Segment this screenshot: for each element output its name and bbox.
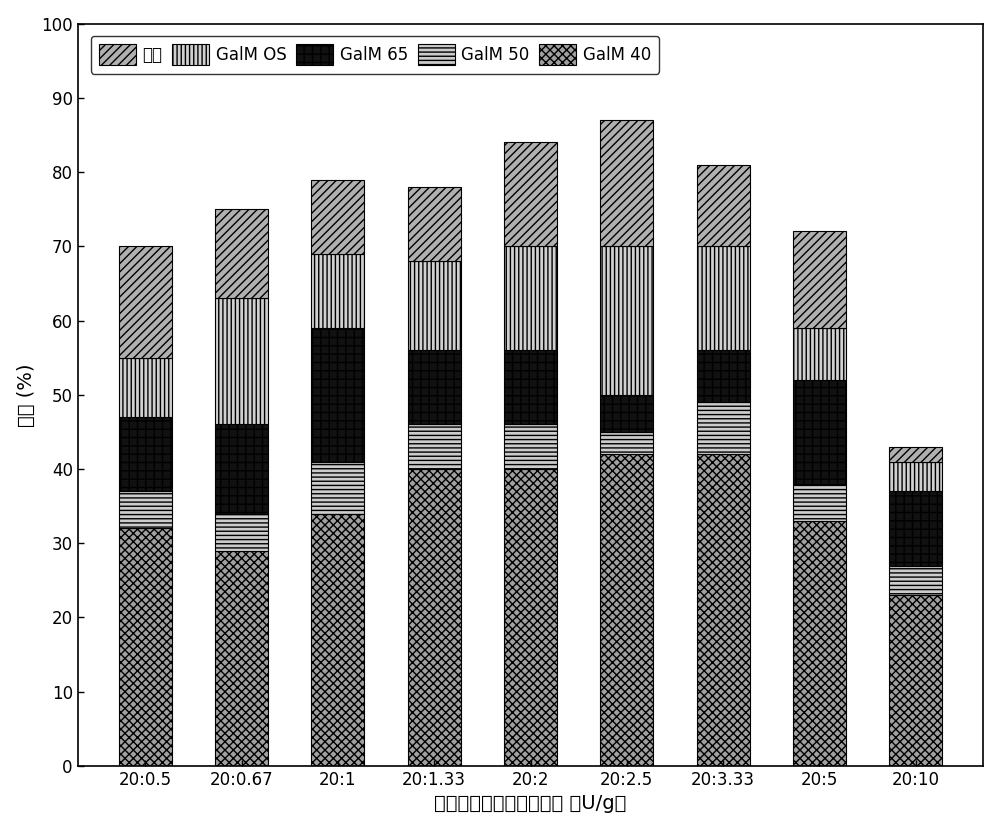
Bar — [697, 164, 750, 247]
Y-axis label: 得率 (%): 得率 (%) — [17, 363, 36, 427]
Bar — [311, 514, 364, 766]
Bar — [793, 484, 846, 521]
Bar — [119, 358, 172, 417]
Bar — [889, 491, 942, 565]
Bar — [793, 380, 846, 484]
Bar — [504, 469, 557, 766]
Bar — [215, 298, 268, 424]
Bar — [408, 424, 461, 469]
Bar — [119, 491, 172, 529]
Bar — [600, 247, 653, 395]
Bar — [793, 232, 846, 328]
Bar — [311, 179, 364, 254]
X-axis label: 甘露聚糖酶：半乳糖苷酵 （U/g）: 甘露聚糖酶：半乳糖苷酵 （U/g） — [434, 794, 627, 813]
Bar — [119, 529, 172, 766]
Bar — [215, 550, 268, 766]
Bar — [311, 461, 364, 514]
Bar — [408, 187, 461, 261]
Bar — [600, 432, 653, 454]
Legend: 单糖, GalM OS, GalM 65, GalM 50, GalM 40: 单糖, GalM OS, GalM 65, GalM 50, GalM 40 — [91, 36, 659, 74]
Bar — [793, 521, 846, 766]
Bar — [504, 424, 557, 469]
Bar — [600, 395, 653, 432]
Bar — [600, 454, 653, 766]
Bar — [408, 350, 461, 424]
Bar — [504, 350, 557, 424]
Bar — [600, 120, 653, 247]
Bar — [119, 247, 172, 358]
Bar — [889, 595, 942, 766]
Bar — [697, 350, 750, 403]
Bar — [311, 328, 364, 461]
Bar — [889, 447, 942, 461]
Bar — [215, 209, 268, 298]
Bar — [119, 417, 172, 491]
Bar — [504, 143, 557, 247]
Bar — [504, 247, 557, 350]
Bar — [408, 261, 461, 350]
Bar — [215, 514, 268, 550]
Bar — [697, 247, 750, 350]
Bar — [697, 454, 750, 766]
Bar — [793, 328, 846, 380]
Bar — [408, 469, 461, 766]
Bar — [311, 254, 364, 328]
Bar — [215, 424, 268, 514]
Bar — [889, 461, 942, 491]
Bar — [697, 403, 750, 454]
Bar — [889, 565, 942, 595]
